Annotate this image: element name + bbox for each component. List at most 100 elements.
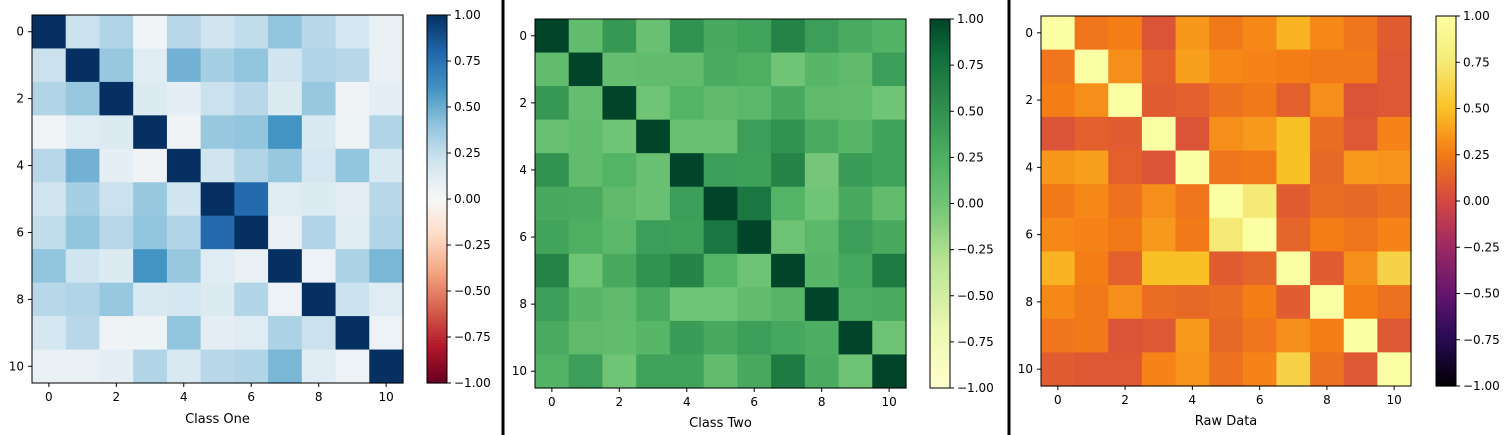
- colorbar-segment: [427, 235, 447, 240]
- heatmap-cell: [838, 153, 873, 188]
- heatmap-cell: [703, 153, 738, 188]
- colorbar-segment: [1436, 284, 1456, 288]
- colorbar: 1.00 0.75 0.50 0.25 0.00 −0.25 −0.50 −0.75 −1.00: [426, 8, 491, 390]
- y-tick-label: 8: [1025, 295, 1033, 309]
- heatmap-cell: [200, 81, 235, 116]
- heatmap-cell: [568, 153, 604, 188]
- colorbar-segment: [930, 132, 950, 137]
- colorbar-segment: [1436, 204, 1456, 208]
- colorbar-segment: [1436, 342, 1456, 347]
- heatmap-cell: [771, 186, 806, 221]
- colorbar-segment: [930, 55, 950, 60]
- colorbar-segment: [930, 80, 950, 85]
- colorbar-segment: [427, 107, 447, 111]
- heatmap-cell: [1276, 49, 1311, 84]
- colorbar-segment: [930, 363, 950, 368]
- colorbar-segment: [427, 70, 447, 74]
- heatmap-cell: [872, 186, 907, 221]
- heatmap-cell: [166, 148, 202, 183]
- colorbar-segment: [930, 258, 950, 263]
- y-tick-label: 10: [512, 364, 527, 378]
- colorbar-segment: [930, 255, 950, 260]
- heatmap-cell: [771, 354, 806, 389]
- heatmap-panel-2: 0 2 4 6 8 10 0 2 4 6 8 10 Class Two 1.00 0.75 0.50 0.25 0…: [512, 12, 994, 431]
- colorbar-segment: [1436, 37, 1456, 42]
- colorbar-segment: [427, 177, 447, 182]
- colorbar-segment: [930, 166, 950, 171]
- heatmap-cell: [1141, 83, 1177, 118]
- x-tick-label: 10: [378, 390, 393, 404]
- colorbar-segment: [1436, 355, 1456, 359]
- heatmap-cell: [200, 15, 235, 50]
- colorbar-segment: [427, 36, 447, 41]
- colorbar-tick-label: −0.50: [1463, 287, 1500, 301]
- colorbar-segment: [427, 220, 447, 225]
- colorbar-segment: [1436, 364, 1456, 369]
- colorbar-segment: [427, 373, 447, 378]
- heatmap-cell: [602, 287, 637, 322]
- heatmap-cell: [568, 186, 604, 221]
- colorbar-segment: [1436, 268, 1456, 273]
- x-tick-label: 8: [1323, 393, 1331, 407]
- heatmap-cell: [1310, 16, 1345, 51]
- heatmap-cell: [65, 15, 101, 50]
- colorbar-segment: [1436, 34, 1456, 39]
- heatmap-cell: [200, 349, 235, 384]
- heatmap-cell: [1108, 184, 1143, 219]
- heatmap-cell: [804, 287, 840, 322]
- colorbar-segment: [930, 209, 950, 214]
- heatmap-cell: [1108, 352, 1143, 387]
- heatmap-cell: [771, 253, 806, 288]
- heatmap-cell: [535, 153, 570, 188]
- heatmap-cell: [1242, 49, 1278, 84]
- y-tick-label: 8: [519, 297, 527, 311]
- heatmap-cell: [872, 52, 907, 87]
- y-tick-label: 2: [519, 96, 527, 110]
- colorbar-segment: [1436, 114, 1456, 119]
- colorbar-segment: [427, 324, 447, 329]
- colorbar-segment: [427, 199, 447, 203]
- heatmap-cell: [1377, 352, 1412, 387]
- colorbar-segment: [427, 278, 447, 283]
- colorbar-tick-label: 0.50: [454, 100, 481, 114]
- colorbar-segment: [427, 251, 447, 255]
- colorbar-segment: [930, 283, 950, 288]
- heatmap-cell: [335, 182, 370, 217]
- x-axis-label: Raw Data: [1195, 414, 1258, 429]
- colorbar-tick-label: 0.75: [1463, 55, 1490, 69]
- colorbar-segment: [1436, 197, 1456, 202]
- colorbar-segment: [930, 314, 950, 318]
- heatmap-cell: [1108, 116, 1143, 152]
- colorbar-segment: [930, 28, 950, 32]
- heatmap-cell: [602, 19, 637, 54]
- colorbar-segment: [427, 42, 447, 47]
- colorbar-segment: [930, 52, 950, 57]
- colorbar-segment: [930, 172, 950, 177]
- colorbar-segment: [427, 318, 447, 323]
- heatmap-cell: [1377, 251, 1412, 286]
- heatmap-cell: [1209, 16, 1244, 51]
- heatmap-cell: [568, 354, 604, 389]
- colorbar-tick-label: 0.00: [454, 192, 481, 206]
- heatmap-cell: [99, 148, 134, 183]
- heatmap-cell: [602, 153, 637, 188]
- plot-frame: [534, 18, 907, 389]
- colorbar-tick-label: 0.00: [957, 197, 984, 211]
- colorbar-segment: [427, 103, 447, 108]
- colorbar-segment: [930, 231, 950, 235]
- heatmap-cell: [535, 119, 570, 154]
- colorbar-segment: [930, 86, 950, 91]
- heatmap-cell: [1175, 251, 1210, 286]
- y-tick-label: 4: [16, 159, 24, 173]
- heatmap-cell: [133, 349, 168, 384]
- heatmap-cell: [1242, 16, 1278, 51]
- heatmap-cell: [200, 115, 235, 150]
- heatmap-cell: [872, 153, 907, 188]
- colorbar-segment: [1436, 65, 1456, 70]
- colorbar-segment: [930, 212, 950, 217]
- colorbar-segment: [1436, 80, 1456, 85]
- colorbar-segment: [427, 153, 447, 157]
- colorbar-segment: [427, 171, 447, 176]
- heatmap-cell: [838, 253, 873, 288]
- heatmap-cell: [1108, 83, 1143, 118]
